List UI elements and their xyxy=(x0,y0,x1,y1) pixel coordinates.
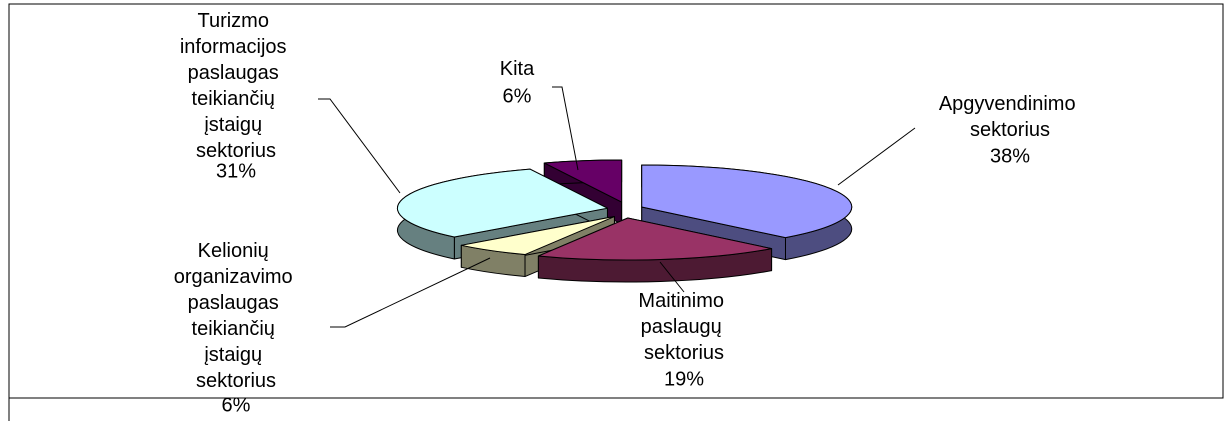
slice xyxy=(396,168,608,238)
value-label: 6% xyxy=(503,85,532,107)
slice-label: Maitinimo paslaugų sektorius xyxy=(638,290,729,364)
slice-label: Apgyvendinimo sektorius xyxy=(939,93,1081,141)
slice xyxy=(543,159,623,203)
value-label: 38% xyxy=(990,145,1030,167)
leader-line xyxy=(552,86,579,171)
leader-line xyxy=(659,261,685,293)
leader-line xyxy=(330,257,491,328)
slice xyxy=(460,216,615,256)
slice xyxy=(641,164,853,239)
value-label: 31% xyxy=(216,160,256,182)
slice xyxy=(537,217,773,261)
leader-line xyxy=(318,98,401,194)
value-label: 19% xyxy=(664,368,704,390)
chart-frame xyxy=(8,3,1224,399)
slice-label: Kita xyxy=(500,58,535,80)
leader-line xyxy=(837,127,916,186)
value-label: 6% xyxy=(222,394,251,416)
slice-label: Kelionių organizavimo paslaugas teikianč… xyxy=(174,240,299,392)
slice-label: Turizmo informacijos paslaugas teikianči… xyxy=(180,10,292,162)
